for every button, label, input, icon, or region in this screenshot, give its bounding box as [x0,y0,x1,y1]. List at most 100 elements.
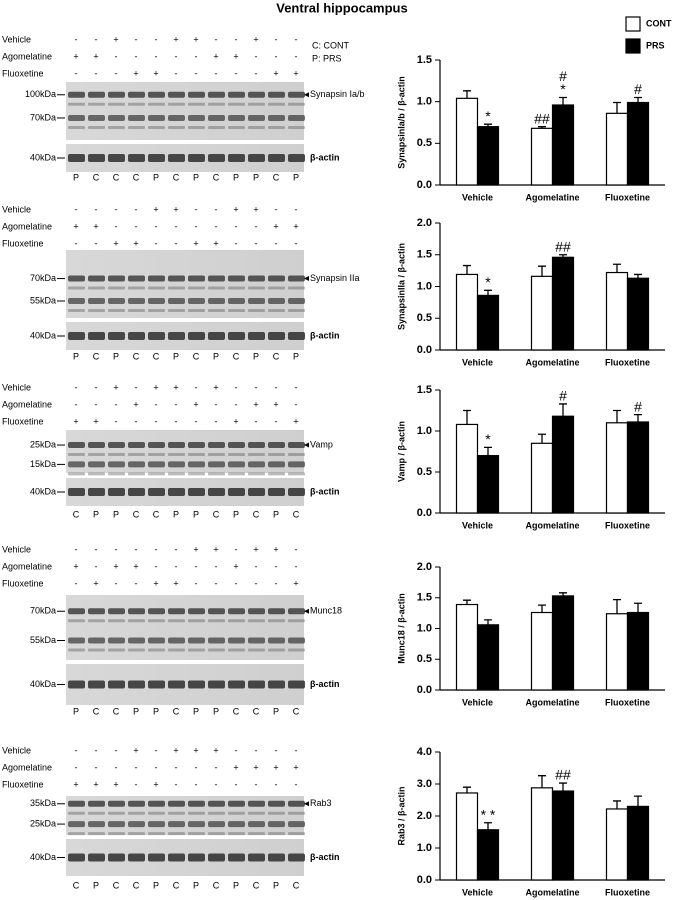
protein-label: Synapsin Ia/b [310,89,365,99]
blot-band [288,286,305,290]
treatment-sign: - [95,745,98,755]
treatment-sign: - [195,561,198,571]
blot-band [268,680,285,689]
blot-band [108,648,125,652]
lane-label: C [73,880,80,890]
lane-label: C [153,351,160,361]
treatment-label: Vehicle [2,204,31,214]
y-tick-label: 0.0 [417,344,432,356]
treatment-sign: - [215,68,218,78]
treatment-sign: + [93,416,98,426]
blot-band [188,442,205,449]
blot-band [148,286,165,290]
treatment-sign: + [93,51,98,61]
lane-label: P [253,351,259,361]
blot-band [228,442,245,449]
treatment-sign: - [75,544,78,554]
treatment-sign: - [295,51,298,61]
blot-band [168,637,185,644]
blot-band [248,488,265,496]
blot-band [148,275,165,282]
treatment-label: Vehicle [2,382,31,392]
blot-band [208,680,225,689]
treatment-sign: - [95,762,98,772]
treatment-sign: - [295,399,298,409]
treatment-label: Agomelatine [2,762,52,772]
treatment-sign: - [275,416,278,426]
blot-band [208,309,225,312]
blot-band [228,811,245,815]
blot-band [188,800,205,807]
blot-band [268,332,285,340]
blot-band [148,298,165,304]
blot-band [208,472,225,476]
blot-band [228,608,245,615]
treatment-sign: - [95,238,98,248]
blot-band [108,811,125,815]
treatment-sign: - [115,578,118,588]
treatment-sign: - [155,745,158,755]
lane-label: C [253,880,260,890]
treatment-sign: + [153,382,158,392]
significance-mark: # [634,398,642,414]
bar [530,127,554,186]
treatment-sign: - [155,238,158,248]
blot-band [188,619,205,623]
treatment-sign: - [75,382,78,392]
blot-band [248,102,265,106]
bar [626,805,650,881]
error-bar [613,263,621,273]
treatment-sign: - [175,779,178,789]
blot-band [108,102,125,106]
treatment-sign: - [155,221,158,231]
treatment-sign: - [135,51,138,61]
treatment-sign: + [253,762,258,772]
blot-band [288,275,305,282]
blot-band [68,286,85,290]
treatment-label: Vehicle [2,34,31,44]
treatment-sign: - [115,221,118,231]
blot-band [188,821,205,828]
lane-label: P [153,706,159,716]
lane-label: C [293,880,300,890]
blot-band [188,298,205,304]
treatment-sign: - [115,762,118,772]
blot-band [88,442,105,449]
treatment-sign: - [255,238,258,248]
blot-band [128,800,145,807]
treatment-sign: - [75,204,78,214]
blot-band [168,811,185,815]
blot-band [268,154,285,162]
blot-band [128,309,145,312]
treatment-sign: + [293,762,298,772]
blot-band [148,811,165,815]
blot-band [228,472,245,476]
blot-band [108,125,125,129]
blot-band [248,811,265,815]
lane-label: C [133,351,140,361]
blot-band [128,286,145,290]
treatment-sign: + [193,544,198,554]
y-tick-label: 1.0 [417,622,432,634]
blot-band [88,332,105,340]
blot-band [128,680,145,689]
lane-label: P [233,509,239,519]
treatment-sign: + [273,68,278,78]
lane-label: C [193,351,200,361]
lane-label: P [113,509,119,519]
lane-label: C [233,706,240,716]
treatment-sign: - [235,238,238,248]
blot-band [68,332,85,340]
y-tick-label: 1.0 [417,96,432,108]
treatment-sign: + [113,34,118,44]
error-bar [634,795,642,807]
treatment-sign: - [295,382,298,392]
blot-band [228,286,245,290]
lane-label: C [93,172,100,182]
bar [530,275,554,351]
treatment-sign: - [195,68,198,78]
error-bar [538,775,546,788]
blot-band [268,800,285,807]
treatment-sign: - [235,578,238,588]
x-tick-label: Agomelatine [525,697,579,707]
